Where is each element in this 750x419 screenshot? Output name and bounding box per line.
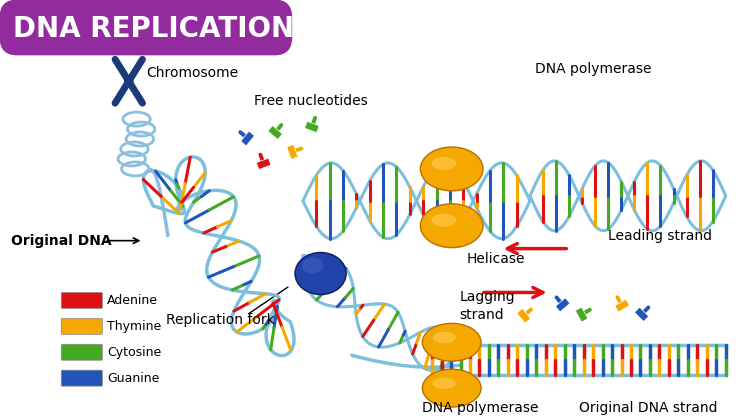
Text: Lagging
strand: Lagging strand <box>460 290 515 322</box>
Ellipse shape <box>433 378 456 389</box>
Text: Original DNA strand: Original DNA strand <box>579 401 718 415</box>
FancyBboxPatch shape <box>518 309 530 323</box>
FancyBboxPatch shape <box>62 344 102 360</box>
Ellipse shape <box>433 332 456 343</box>
Text: Guanine: Guanine <box>107 372 160 385</box>
Text: DNA REPLICATION: DNA REPLICATION <box>13 16 295 44</box>
FancyBboxPatch shape <box>615 300 629 312</box>
FancyBboxPatch shape <box>634 308 648 321</box>
Text: Free nucleotides: Free nucleotides <box>254 94 368 108</box>
Ellipse shape <box>421 204 483 248</box>
Text: Original DNA: Original DNA <box>11 234 112 248</box>
FancyBboxPatch shape <box>287 145 298 159</box>
FancyBboxPatch shape <box>62 292 102 308</box>
FancyBboxPatch shape <box>62 370 102 386</box>
FancyBboxPatch shape <box>0 0 292 55</box>
Text: Thymine: Thymine <box>107 320 161 333</box>
FancyBboxPatch shape <box>268 126 282 139</box>
FancyBboxPatch shape <box>256 158 271 169</box>
Ellipse shape <box>431 214 457 227</box>
Ellipse shape <box>422 369 481 407</box>
FancyBboxPatch shape <box>304 122 319 132</box>
FancyBboxPatch shape <box>241 132 254 145</box>
Text: Leading strand: Leading strand <box>608 229 712 243</box>
FancyBboxPatch shape <box>62 318 102 334</box>
Ellipse shape <box>431 157 457 170</box>
Text: Adenine: Adenine <box>107 294 158 307</box>
FancyBboxPatch shape <box>575 308 587 322</box>
Ellipse shape <box>296 253 346 295</box>
Ellipse shape <box>421 147 483 191</box>
Text: Replication fork: Replication fork <box>166 313 274 327</box>
Ellipse shape <box>302 258 323 274</box>
Ellipse shape <box>124 77 134 85</box>
Text: Chromosome: Chromosome <box>146 66 238 80</box>
Text: DNA polymerase: DNA polymerase <box>535 62 652 76</box>
FancyBboxPatch shape <box>556 298 569 312</box>
Text: DNA polymerase: DNA polymerase <box>422 401 538 415</box>
Text: Cytosine: Cytosine <box>107 346 161 359</box>
Ellipse shape <box>422 323 481 361</box>
Text: Helicase: Helicase <box>466 251 525 266</box>
